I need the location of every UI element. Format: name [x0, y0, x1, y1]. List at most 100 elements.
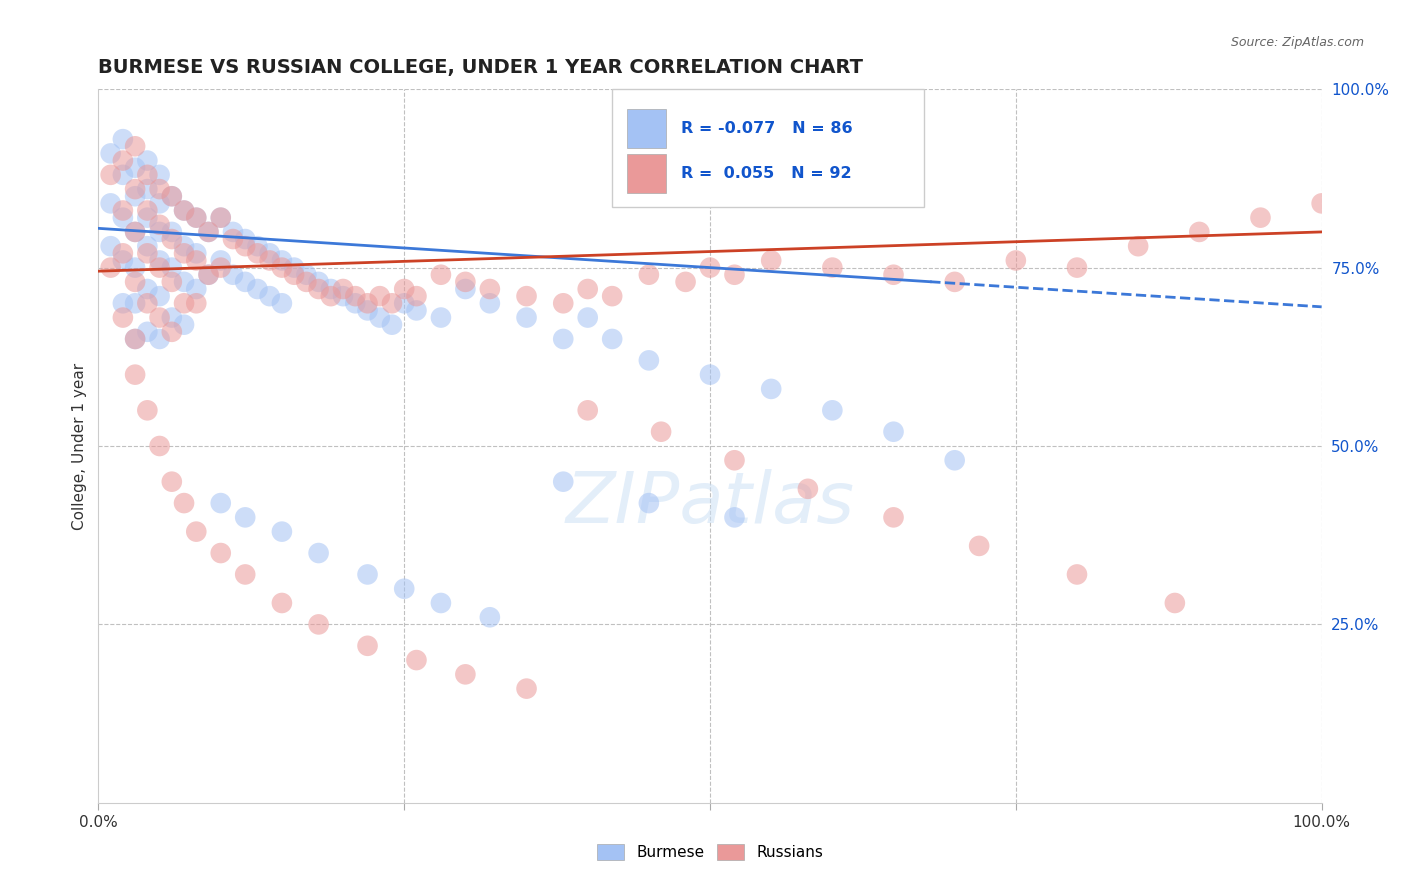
Point	[186, 253, 208, 268]
Point	[173, 296, 195, 310]
Point	[675, 275, 697, 289]
Point	[149, 218, 172, 232]
Point	[149, 168, 172, 182]
Point	[136, 325, 159, 339]
Text: R = -0.077   N = 86: R = -0.077 N = 86	[681, 121, 852, 136]
Point	[650, 425, 672, 439]
Point	[124, 225, 146, 239]
Point	[392, 282, 416, 296]
Point	[209, 496, 232, 510]
Point	[392, 582, 416, 596]
Point	[124, 368, 146, 382]
Point	[136, 239, 159, 253]
Point	[553, 296, 575, 310]
Point	[136, 182, 159, 196]
Point	[638, 353, 661, 368]
Point	[173, 203, 195, 218]
Point	[124, 332, 146, 346]
Point	[515, 289, 537, 303]
Point	[308, 617, 330, 632]
Point	[356, 639, 378, 653]
Point	[1004, 253, 1026, 268]
Point	[295, 275, 318, 289]
Point	[136, 203, 159, 218]
FancyBboxPatch shape	[627, 109, 666, 148]
Point	[576, 310, 599, 325]
Point	[515, 310, 537, 325]
Point	[1249, 211, 1271, 225]
Point	[136, 153, 159, 168]
Point	[100, 168, 122, 182]
Point	[1310, 196, 1333, 211]
Point	[100, 239, 122, 253]
Point	[723, 453, 745, 467]
Point	[124, 296, 146, 310]
Point	[197, 225, 219, 239]
Point	[186, 282, 208, 296]
FancyBboxPatch shape	[612, 89, 924, 207]
Point	[197, 225, 219, 239]
Point	[638, 496, 661, 510]
Point	[943, 453, 966, 467]
Point	[308, 546, 330, 560]
Point	[723, 510, 745, 524]
Point	[160, 310, 183, 325]
Point	[111, 132, 134, 146]
Point	[308, 282, 330, 296]
Point	[967, 539, 990, 553]
Point	[149, 310, 172, 325]
Point	[136, 296, 159, 310]
Point	[344, 296, 367, 310]
Point	[149, 260, 172, 275]
Point	[136, 246, 159, 260]
Point	[111, 211, 134, 225]
Point	[136, 168, 159, 182]
Point	[173, 275, 195, 289]
Point	[111, 253, 134, 268]
Point	[270, 296, 294, 310]
Point	[222, 232, 245, 246]
Point	[160, 475, 183, 489]
Point	[270, 524, 294, 539]
Point	[111, 153, 134, 168]
Point	[124, 225, 146, 239]
Point	[100, 260, 122, 275]
Point	[209, 211, 232, 225]
Point	[160, 225, 183, 239]
Point	[478, 296, 501, 310]
Point	[430, 268, 453, 282]
Point	[478, 282, 501, 296]
Point	[111, 310, 134, 325]
Point	[149, 196, 172, 211]
Point	[356, 303, 378, 318]
Point	[124, 161, 146, 175]
Point	[124, 182, 146, 196]
Point	[186, 296, 208, 310]
Point	[233, 232, 256, 246]
Point	[883, 425, 905, 439]
Point	[149, 289, 172, 303]
Point	[761, 382, 783, 396]
Point	[124, 260, 146, 275]
Point	[246, 239, 269, 253]
Legend: Burmese, Russians: Burmese, Russians	[591, 838, 830, 866]
Point	[515, 681, 537, 696]
Point	[821, 260, 844, 275]
Point	[111, 246, 134, 260]
Point	[149, 332, 172, 346]
Point	[149, 253, 172, 268]
Point	[454, 282, 477, 296]
Point	[430, 596, 453, 610]
Point	[259, 253, 281, 268]
FancyBboxPatch shape	[627, 153, 666, 193]
Point	[283, 260, 305, 275]
Point	[576, 282, 599, 296]
Point	[186, 211, 208, 225]
Point	[222, 268, 245, 282]
Point	[1066, 567, 1088, 582]
Point	[160, 325, 183, 339]
Text: ZIPatlas: ZIPatlas	[565, 468, 855, 538]
Point	[136, 211, 159, 225]
Point	[111, 168, 134, 182]
Point	[1164, 596, 1187, 610]
